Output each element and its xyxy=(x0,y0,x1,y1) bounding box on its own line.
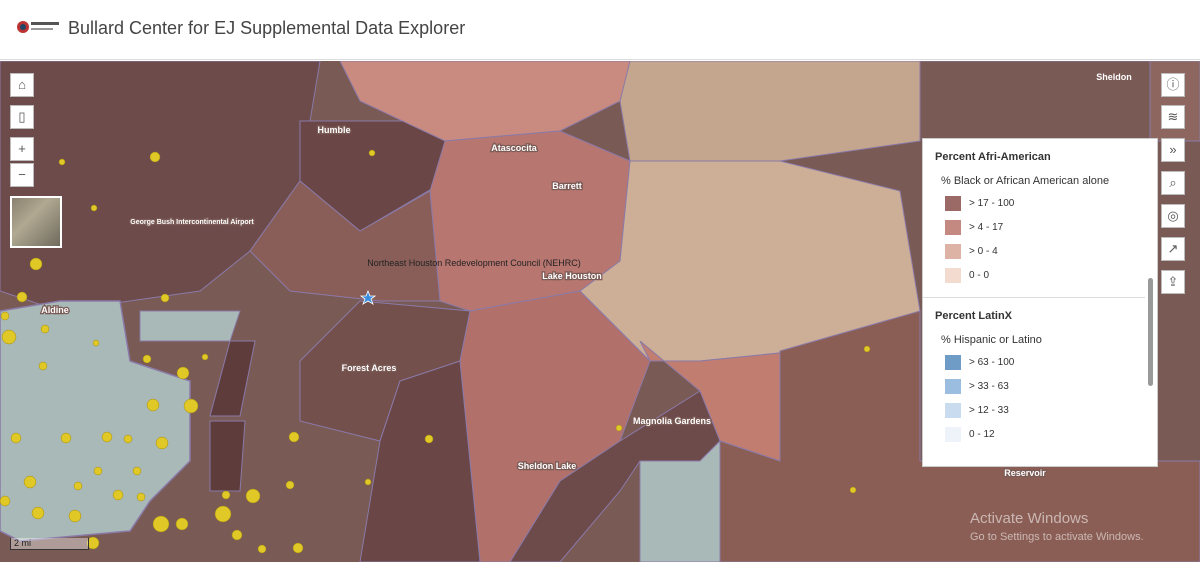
legend-label: > 17 - 100 xyxy=(969,198,1015,209)
scrollbar[interactable] xyxy=(1148,278,1153,386)
expand-button[interactable]: » xyxy=(1161,138,1185,162)
watermark-subtitle: Go to Settings to activate Windows. xyxy=(970,531,1144,543)
map-label: Sheldon Lake xyxy=(518,461,577,471)
home-button[interactable]: ⌂ xyxy=(10,73,34,97)
map[interactable]: Humble Atascocita Barrett George Bush In… xyxy=(0,61,1200,562)
map-label: Magnolia Gardens xyxy=(633,416,711,426)
legend-title: Percent Afri-American xyxy=(935,151,1051,163)
map-label: Humble xyxy=(317,125,350,135)
export-button[interactable]: ↗ xyxy=(1161,237,1185,261)
zoom-out-button[interactable]: − xyxy=(10,163,34,187)
legend-field: % Hispanic or Latino xyxy=(941,334,1042,346)
legend-label: 0 - 12 xyxy=(969,429,995,440)
map-label: Reservoir xyxy=(1004,468,1046,478)
map-label: Sheldon xyxy=(1096,72,1132,82)
legend-swatch xyxy=(945,220,961,235)
app-title: Bullard Center for EJ Supplemental Data … xyxy=(68,18,466,38)
legend-swatch xyxy=(945,379,961,394)
map-label: Lake Houston xyxy=(542,271,602,281)
legend-label: > 33 - 63 xyxy=(969,381,1009,392)
legend-label: > 63 - 100 xyxy=(969,357,1015,368)
legend-swatch xyxy=(945,403,961,418)
legend-label: > 0 - 4 xyxy=(969,246,998,257)
legend-item: > 0 - 4 xyxy=(945,244,1157,259)
legend-item: > 63 - 100 xyxy=(945,355,1157,370)
legend-item: 0 - 12 xyxy=(945,427,1157,442)
separator xyxy=(923,297,1145,298)
map-label: George Bush Intercontinental Airport xyxy=(130,219,254,226)
legend-item: > 17 - 100 xyxy=(945,196,1157,211)
legend-item: 0 - 0 xyxy=(945,268,1157,283)
legend-label: > 12 - 33 xyxy=(969,405,1009,416)
logo xyxy=(17,21,59,33)
locate-button[interactable]: ◎ xyxy=(1161,204,1185,228)
map-label: Barrett xyxy=(552,181,582,191)
legend-swatch xyxy=(945,355,961,370)
legend-label: > 4 - 17 xyxy=(969,222,1004,233)
legend-swatch xyxy=(945,244,961,259)
info-button[interactable]: ⓘ xyxy=(1161,73,1185,97)
scale-bar: 2 mi xyxy=(10,538,89,550)
map-label: Atascocita xyxy=(491,143,538,153)
map-label: Forest Acres xyxy=(342,363,397,373)
legend-swatch xyxy=(945,268,961,283)
share-button[interactable]: ⇪ xyxy=(1161,270,1185,294)
legend: Percent Afri-American % Black or African … xyxy=(922,138,1158,467)
search-button[interactable]: ⌕ xyxy=(1161,171,1185,195)
map-label: Northeast Houston Redevelopment Council … xyxy=(367,258,581,268)
basemap-toggle[interactable] xyxy=(10,196,62,248)
legend-item: > 4 - 17 xyxy=(945,220,1157,235)
map-label: Aldine xyxy=(41,305,69,315)
legend-label: 0 - 0 xyxy=(969,270,990,281)
legend-swatch xyxy=(945,427,961,442)
legend-item: > 12 - 33 xyxy=(945,403,1157,418)
legend-swatch xyxy=(945,196,961,211)
site-marker[interactable] xyxy=(359,289,377,305)
zoom-in-button[interactable]: + xyxy=(10,137,34,161)
watermark: Activate Windows Go to Settings to activ… xyxy=(970,510,1144,543)
header: Bullard Center for EJ Supplemental Data … xyxy=(0,0,1200,60)
bookmark-button[interactable]: ▯ xyxy=(10,105,34,129)
legend-field: % Black or African American alone xyxy=(941,175,1110,187)
layers-button[interactable]: ≋ xyxy=(1161,105,1185,129)
legend-title: Percent LatinX xyxy=(935,310,1013,322)
watermark-title: Activate Windows xyxy=(970,510,1089,527)
legend-item: > 33 - 63 xyxy=(945,379,1157,394)
